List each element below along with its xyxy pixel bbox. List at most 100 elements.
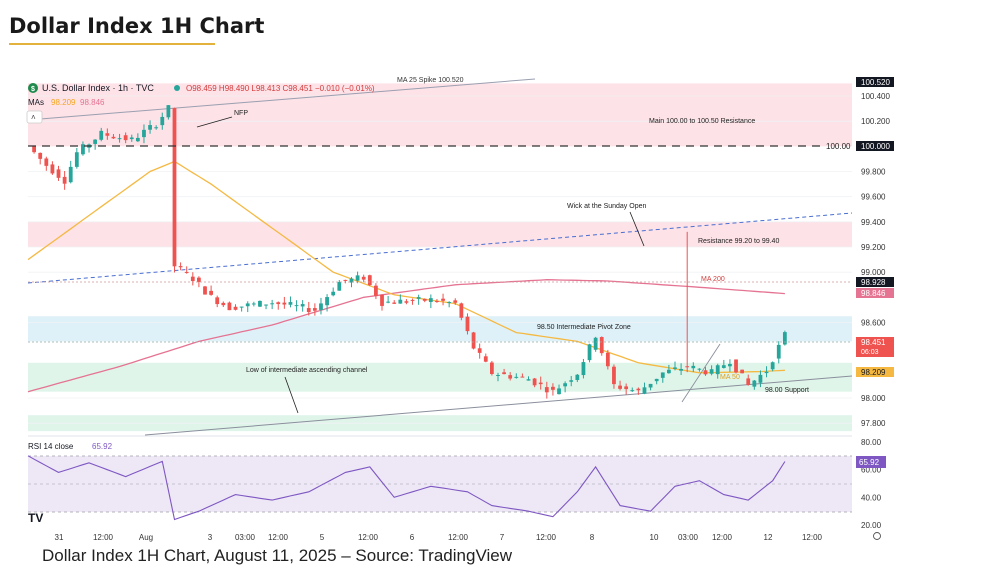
candle-body (612, 366, 616, 385)
candle-body (428, 298, 433, 303)
candle-body (111, 136, 116, 139)
candle-body (551, 386, 555, 390)
candle-body (715, 365, 720, 375)
time-tick-label: 7 (500, 533, 505, 542)
settings-gear-icon[interactable] (873, 532, 881, 540)
page-title: Dollar Index 1H Chart (9, 14, 265, 38)
candle-body (160, 116, 165, 126)
candle-body (239, 306, 244, 308)
ma200-tag-b-text: 98.846 (861, 289, 886, 298)
candle-body (312, 308, 317, 311)
candle-body (563, 383, 568, 387)
candle-body (38, 152, 43, 159)
candle-body (197, 277, 201, 282)
candle-body (264, 304, 268, 306)
chevron-up-icon[interactable]: ˄ (31, 113, 36, 122)
time-tick-label: 12:00 (448, 533, 469, 542)
candle-body (386, 301, 391, 303)
rsi-tick-label: 20.00 (861, 521, 882, 530)
top-note: MA 25 Spike 100.520 (397, 77, 464, 84)
time-axis[interactable]: 31 12:00 Aug 3 03:00 12:00 5 12:00 6 12:00 7 12:00 8… (55, 533, 823, 542)
candle-body (691, 365, 696, 369)
zone-3 (28, 362, 852, 392)
candle-body (776, 344, 781, 359)
candle-body (514, 376, 519, 378)
candle-body (502, 372, 506, 375)
candle-body (215, 297, 220, 305)
candle-body (459, 303, 464, 318)
candle-body (337, 282, 342, 291)
rsi-value-tag (856, 456, 886, 468)
price-zones (28, 83, 852, 432)
candle-body (508, 375, 513, 379)
candle-body (209, 290, 214, 295)
candle-body (728, 363, 732, 367)
candle-body (599, 337, 604, 354)
zone-0 (28, 83, 852, 147)
candle-body (734, 359, 738, 373)
wick-arrow (629, 211, 645, 247)
zone-2 (28, 316, 852, 342)
annotation-pivot: 98.50 Intermediate Pivot Zone (537, 324, 631, 331)
countdown-tag-text: 06:03 (861, 349, 879, 356)
candle-body (398, 299, 403, 304)
tradingview-chart[interactable]: 100.00 $ U.S. Dollar Index · 1h · TVC O9… (0, 72, 900, 544)
candle-body (105, 133, 110, 136)
candle-body (68, 166, 73, 183)
candle-body (605, 352, 610, 367)
candle-body (581, 362, 586, 376)
candle-body (44, 158, 49, 166)
candle-body (569, 380, 574, 382)
candle-body (129, 137, 134, 140)
ma200-tag-a (856, 277, 894, 287)
candle-body (489, 362, 494, 375)
candle-body (361, 276, 366, 280)
annotation-nfp: NFP (234, 110, 248, 117)
candle-body (557, 388, 561, 395)
candle-body (62, 176, 67, 184)
rsi-line (27, 455, 786, 521)
time-tick-label: 12:00 (536, 533, 557, 542)
candle-body (123, 135, 128, 141)
price-tick-label: 100.200 (861, 117, 890, 126)
candle-body (117, 138, 122, 140)
candle-body (679, 368, 683, 371)
candle-body (752, 380, 757, 387)
annotation-low-channel: Low of intermediate ascending channel (246, 367, 368, 374)
candle-body (258, 300, 262, 307)
collapse-button[interactable] (26, 110, 43, 124)
time-tick-label: 5 (320, 533, 325, 542)
time-tick-label: 12:00 (802, 533, 823, 542)
ma50-line (27, 160, 785, 374)
candle-body (355, 275, 360, 281)
candle-body (270, 303, 275, 305)
candle-body (135, 137, 140, 142)
candle-body (74, 152, 79, 167)
candle-body (770, 362, 775, 370)
price-axis[interactable]: 100.400 100.200 99.800 99.600 99.400 99.200 99… (861, 92, 890, 428)
candle-body (618, 385, 622, 389)
low-channel-line (144, 375, 853, 436)
candle-body (331, 291, 336, 296)
candle-body (251, 303, 256, 305)
time-tick-label: 31 (55, 533, 64, 542)
candle-body (422, 298, 427, 301)
rsi-band (28, 456, 852, 512)
candle-body (435, 300, 439, 302)
candle-body (782, 332, 787, 345)
time-tick-label: 03:00 (678, 533, 699, 542)
candle-body (148, 125, 152, 130)
symbol-label[interactable]: U.S. Dollar Index · 1h · TVC (42, 83, 154, 93)
tradingview-logo[interactable]: TV (28, 511, 43, 525)
candle-body (660, 372, 665, 378)
mas-label: MAs (28, 98, 44, 107)
candle-body (374, 285, 378, 296)
annotation-ma200: MA 200 (701, 276, 725, 283)
candle-body (410, 299, 415, 301)
annotation-main-resistance: Main 100.00 to 100.50 Resistance (649, 118, 755, 125)
time-tick-label: 03:00 (235, 533, 256, 542)
chart-caption: Dollar Index 1H Chart, August 11, 2025 –… (42, 546, 512, 565)
time-tick-label: 12:00 (268, 533, 289, 542)
candle-body (50, 164, 55, 174)
candle-body (636, 388, 641, 391)
